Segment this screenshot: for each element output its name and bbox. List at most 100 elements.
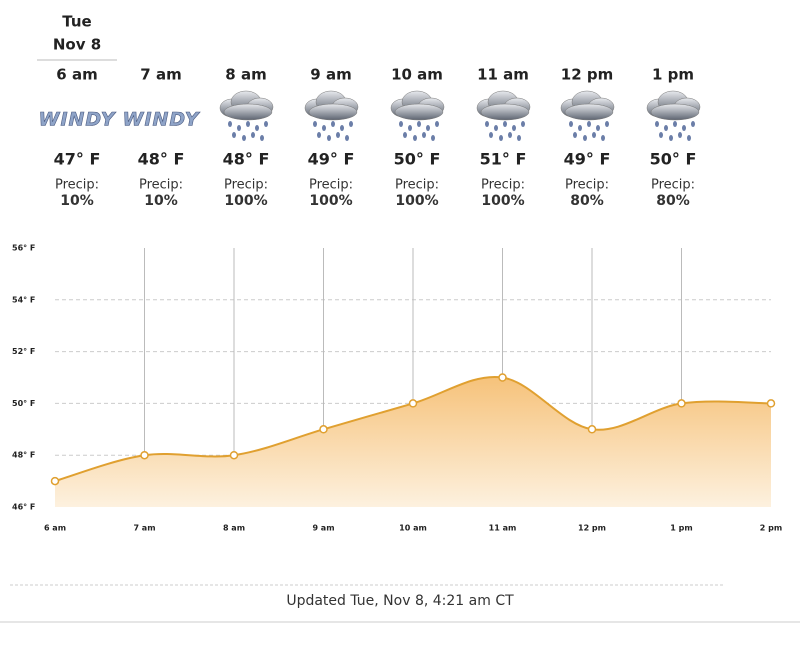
rain-icon bbox=[560, 90, 615, 141]
precip-label: Precip: bbox=[565, 178, 609, 193]
point bbox=[498, 373, 507, 382]
drop bbox=[260, 135, 264, 141]
cloud bbox=[480, 103, 530, 121]
drop bbox=[408, 125, 412, 131]
drop bbox=[655, 121, 659, 127]
x-tick-label: 10 am bbox=[399, 524, 427, 533]
drop bbox=[313, 121, 317, 127]
x-tick-label: 7 am bbox=[133, 524, 155, 533]
hour-temp: 48° F bbox=[223, 150, 270, 169]
cloud bbox=[650, 103, 700, 121]
y-tick-label: 56° F bbox=[12, 244, 35, 253]
hour-time: 8 am bbox=[225, 66, 266, 84]
point bbox=[766, 399, 776, 408]
drop bbox=[691, 121, 695, 127]
precip-value: 100% bbox=[395, 193, 438, 209]
hour-temp: 49° F bbox=[308, 150, 355, 169]
drop bbox=[682, 125, 686, 131]
drop bbox=[426, 125, 430, 131]
drop bbox=[264, 121, 268, 127]
drop bbox=[512, 125, 516, 131]
hour-temp: 47° F bbox=[54, 150, 101, 169]
hour-time: 11 am bbox=[477, 66, 529, 84]
drop bbox=[601, 135, 605, 141]
drop bbox=[399, 121, 403, 127]
drop bbox=[605, 121, 609, 127]
y-tick-label: 46° F bbox=[12, 503, 35, 512]
x-tick-label: 1 pm bbox=[670, 524, 692, 533]
hour-time: 1 pm bbox=[652, 66, 694, 84]
drop bbox=[403, 132, 407, 138]
drop bbox=[573, 132, 577, 138]
precip-label: Precip: bbox=[481, 178, 525, 193]
windy-icon: WINDY bbox=[39, 109, 117, 131]
drop bbox=[521, 121, 525, 127]
x-tick-label: 12 pm bbox=[578, 524, 606, 533]
hour-temp: 51° F bbox=[480, 150, 527, 169]
point bbox=[229, 450, 239, 460]
precip-value: 80% bbox=[656, 193, 690, 209]
drop bbox=[435, 121, 439, 127]
drop bbox=[592, 132, 596, 138]
drop bbox=[317, 132, 321, 138]
drop bbox=[678, 132, 682, 138]
point bbox=[319, 425, 328, 434]
drop bbox=[578, 125, 582, 131]
drop bbox=[246, 121, 250, 127]
drop bbox=[242, 135, 246, 141]
y-tick-label: 50° F bbox=[12, 399, 35, 408]
hour-time: 6 am bbox=[56, 66, 97, 84]
drop bbox=[228, 121, 232, 127]
x-tick-label: 6 am bbox=[44, 524, 66, 533]
precip-value: 10% bbox=[60, 193, 94, 209]
drop bbox=[517, 135, 521, 141]
drop bbox=[255, 125, 259, 131]
area bbox=[55, 376, 771, 507]
drop bbox=[489, 132, 493, 138]
drop bbox=[659, 132, 663, 138]
y-tick-label: 54° F bbox=[12, 295, 35, 304]
hour-temp: 50° F bbox=[650, 150, 697, 169]
hour-time: 10 am bbox=[391, 66, 443, 84]
drop bbox=[340, 125, 344, 131]
drop bbox=[503, 121, 507, 127]
drop bbox=[327, 135, 331, 141]
drop bbox=[422, 132, 426, 138]
point bbox=[50, 476, 60, 486]
hour-time: 12 pm bbox=[561, 66, 613, 84]
drop bbox=[331, 121, 335, 127]
point bbox=[408, 399, 418, 408]
hour-time: 7 am bbox=[140, 66, 181, 84]
cloud bbox=[308, 103, 358, 121]
x-tick-label: 9 am bbox=[312, 524, 334, 533]
precip-label: Precip: bbox=[139, 178, 183, 193]
precip-value: 10% bbox=[144, 193, 178, 209]
precip-label: Precip: bbox=[224, 178, 268, 193]
hour-temp: 49° F bbox=[564, 150, 611, 169]
drop bbox=[251, 132, 255, 138]
updated: Updated Tue, Nov 8, 4:21 am CT bbox=[286, 593, 514, 609]
precip-label: Precip: bbox=[395, 178, 439, 193]
precip-value: 100% bbox=[309, 193, 352, 209]
drop bbox=[499, 135, 503, 141]
cloud bbox=[394, 103, 444, 121]
drop bbox=[417, 121, 421, 127]
precip-label: Precip: bbox=[55, 178, 99, 193]
windy-icon: WINDY bbox=[123, 109, 201, 131]
rain-icon bbox=[304, 90, 359, 141]
y-tick-label: 52° F bbox=[12, 347, 35, 356]
drop bbox=[431, 135, 435, 141]
drop bbox=[596, 125, 600, 131]
x-tick-label: 2 pm bbox=[760, 524, 782, 533]
hour-temp: 50° F bbox=[394, 150, 441, 169]
rain-icon bbox=[390, 90, 445, 141]
date: Nov 8 bbox=[53, 36, 101, 54]
drop bbox=[673, 121, 677, 127]
precip-label: Precip: bbox=[309, 178, 353, 193]
drop bbox=[508, 132, 512, 138]
drop bbox=[494, 125, 498, 131]
drop bbox=[349, 121, 353, 127]
rain-icon bbox=[476, 90, 531, 141]
cloud bbox=[564, 103, 614, 121]
